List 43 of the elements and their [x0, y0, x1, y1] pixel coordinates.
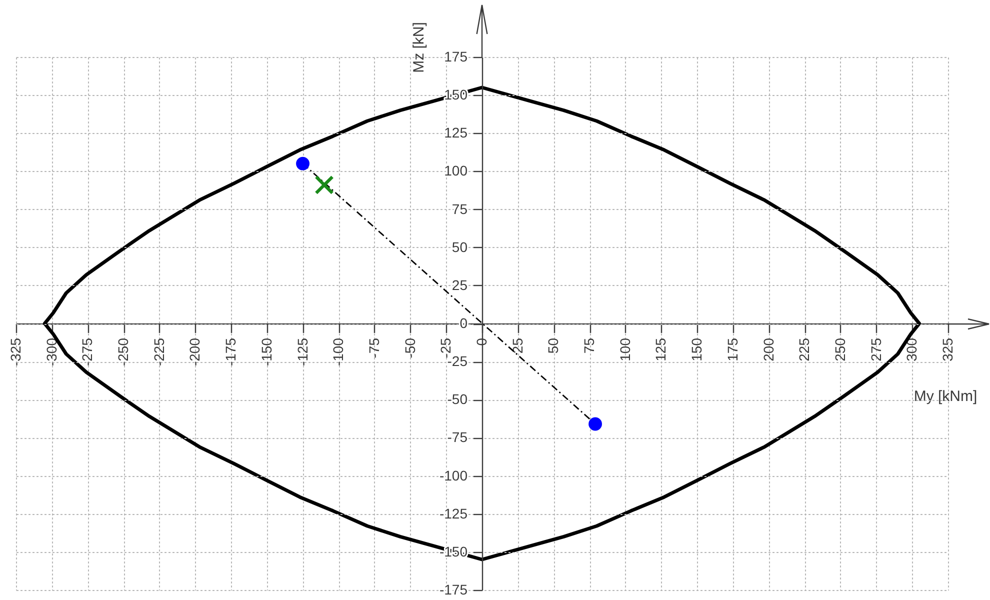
x-tick-label: 100	[616, 338, 633, 362]
x-tick-label: -50	[402, 338, 418, 358]
y-tick-label: 175	[444, 48, 468, 64]
point	[314, 175, 334, 195]
y-tick-label: 125	[444, 124, 468, 141]
y-tick-label: -150	[439, 543, 468, 560]
x-tick-label: 175	[724, 338, 740, 362]
y-tick-label: -100	[439, 467, 468, 484]
x-tick-label: -150	[258, 338, 274, 366]
x-tick-label: 200	[760, 338, 776, 362]
x-tick-label: -250	[115, 338, 132, 366]
x-tick-label: 125	[652, 338, 669, 362]
x-tick-label: -75	[366, 338, 382, 358]
y-tick-label: 75	[452, 200, 468, 217]
x-tick-label: 50	[545, 338, 562, 354]
y-tick-label: 150	[444, 86, 468, 103]
x-tick-label: -200	[186, 338, 203, 366]
x-tick-label: -225	[150, 338, 167, 366]
x-tick-label: -100	[330, 338, 346, 366]
y-axis-title: Mz [kN]	[410, 22, 428, 73]
x-tick-label: 25	[509, 338, 526, 354]
y-tick-label: -125	[439, 505, 468, 522]
x-tick-label: -300	[43, 338, 60, 366]
x-tick-label: 275	[868, 338, 884, 362]
x-tick-label: 225	[796, 338, 812, 362]
y-tick-label: 25	[452, 276, 468, 293]
x-tick-label: 250	[832, 338, 848, 362]
y-tick-label: -50	[447, 391, 468, 408]
x-axis-title: My [kNm]	[914, 388, 978, 405]
x-tick-label: 325	[940, 338, 956, 362]
x-tick-label: -125	[294, 338, 310, 366]
x-tick-label: -325	[8, 338, 24, 366]
y-tick-label: -75	[447, 429, 468, 446]
x-tick-label: 300	[904, 338, 920, 362]
x-tick-label: 75	[581, 338, 598, 354]
point	[296, 156, 310, 170]
y-tick-label: -175	[439, 582, 468, 598]
x-tick-label: -275	[79, 338, 96, 366]
x-tick-label: 150	[688, 338, 705, 362]
x-tick-label: -175	[222, 338, 239, 366]
point	[588, 417, 602, 431]
y-tick-label: 100	[444, 162, 468, 179]
y-tick-label: 50	[452, 238, 468, 255]
